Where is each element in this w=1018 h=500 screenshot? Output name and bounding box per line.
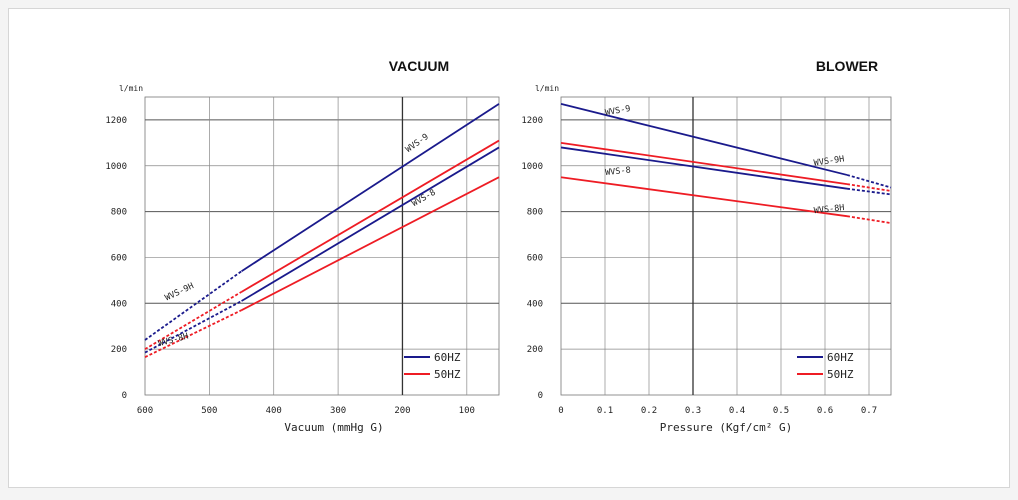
x-axis-label: Pressure (Kgf/cm² G) (660, 421, 792, 434)
y-tick-label: 0 (538, 391, 543, 401)
chart-title: BLOWER (816, 58, 878, 74)
x-axis-label: Vacuum (mmHg G) (284, 421, 383, 434)
legend-label: 50HZ (434, 368, 461, 381)
legend-label: 60HZ (434, 351, 461, 364)
series-wvs-8h (560, 176, 892, 224)
series-line-solid (560, 141, 848, 185)
legend: 60HZ 50HZ (404, 351, 461, 381)
x-tick-label: 400 (266, 406, 282, 416)
x-tick-label: 0.5 (773, 406, 789, 416)
series-wvs-8 (560, 146, 892, 196)
x-tick-label: 0.1 (597, 406, 613, 416)
series-label: WVS-8H (813, 203, 845, 216)
plot-frame (560, 96, 892, 396)
y-tick-label: 0 (122, 391, 127, 401)
series-label: WVS-9H (164, 281, 196, 303)
x-tick-label: 100 (459, 406, 475, 416)
y-tick-label: 600 (527, 253, 543, 263)
series-wvs-9 (144, 103, 500, 341)
series-label: WVS-9H (813, 154, 845, 168)
y-tick-label: 1200 (105, 116, 127, 126)
x-tick-label: 0.6 (817, 406, 833, 416)
x-tick-label: 500 (201, 406, 217, 416)
series-line-dashed (846, 187, 892, 196)
y-tick-label: 200 (111, 345, 127, 355)
series-wvs-9h (560, 141, 892, 192)
y-tick-label: 800 (111, 208, 127, 218)
x-tick-label: 200 (394, 406, 410, 416)
legend-label: 60HZ (827, 351, 854, 364)
x-tick-label: 0.4 (729, 406, 745, 416)
y-tick-label: 200 (527, 345, 543, 355)
series-line-solid (560, 103, 848, 176)
y-unit-label: l/min (119, 84, 143, 93)
series-wvs-8h (144, 176, 500, 358)
x-tick-label: 0 (558, 406, 563, 416)
series-line-dashed (144, 270, 243, 341)
y-tick-label: 1000 (105, 162, 127, 172)
y-tick-label: 400 (527, 299, 543, 309)
series-line-dashed (144, 309, 242, 358)
legend-label: 50HZ (827, 368, 854, 381)
y-tick-label: 600 (111, 253, 127, 263)
series-line-solid (560, 176, 848, 218)
series-line-dashed (144, 300, 242, 354)
x-tick-label: 0.2 (641, 406, 657, 416)
series-line-dashed (846, 183, 892, 192)
x-tick-label: 0.3 (685, 406, 701, 416)
y-tick-label: 800 (527, 208, 543, 218)
series-wvs-8 (144, 146, 500, 354)
x-tick-label: 600 (137, 406, 153, 416)
y-tick-label: 1200 (521, 116, 543, 126)
series-wvs-9h (144, 139, 500, 350)
series-label: WVS-8H (157, 332, 189, 350)
y-tick-label: 400 (111, 299, 127, 309)
series-line-dashed (846, 174, 892, 189)
chart-title: VACUUM (389, 58, 449, 74)
series-line-solid (241, 176, 500, 311)
chart-1: BLOWER 0 200 400 600 800 1000 1200 0 0.1 0.2 0.3 0.4… (521, 58, 892, 434)
series-line-dashed (144, 291, 243, 350)
legend: 60HZ 50HZ (797, 351, 854, 381)
series-line-solid (241, 103, 500, 272)
plot-frame (144, 96, 500, 396)
series-line-solid (241, 139, 500, 293)
series-line-solid (560, 146, 848, 190)
series-line-solid (241, 146, 500, 302)
figure-panel: VACUUM 0 200 400 600 800 1000 1200 600 500 400 300 2… (8, 8, 1010, 488)
y-tick-label: 1000 (521, 162, 543, 172)
chart-0: VACUUM 0 200 400 600 800 1000 1200 600 500 400 300 2… (105, 58, 500, 434)
x-tick-label: 300 (330, 406, 346, 416)
y-unit-label: l/min (535, 84, 559, 93)
series-line-dashed (846, 215, 892, 224)
series-label: WVS-8 (605, 165, 631, 178)
series-label: WVS-9 (604, 104, 631, 118)
x-tick-label: 0.7 (861, 406, 877, 416)
series-wvs-9 (560, 103, 892, 189)
